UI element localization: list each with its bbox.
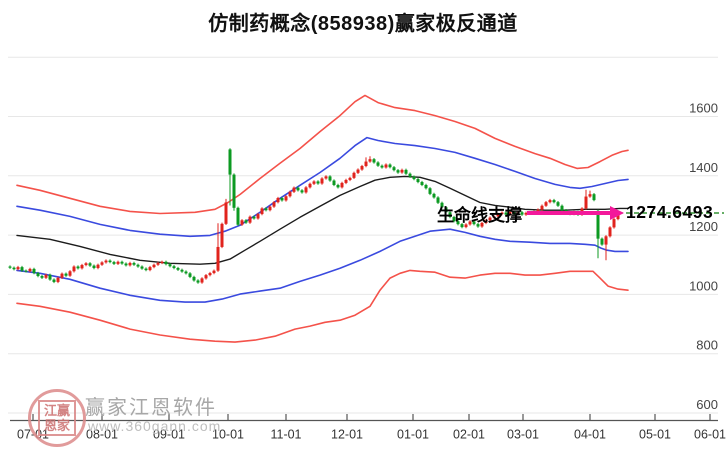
svg-text:1600: 1600 <box>689 101 718 116</box>
svg-text:10-01: 10-01 <box>212 428 244 442</box>
channel-line-upper_rail_blue <box>16 136 629 238</box>
svg-text:09-01: 09-01 <box>153 428 185 442</box>
candlesticks <box>8 148 620 284</box>
svg-text:07-01: 07-01 <box>17 428 49 442</box>
svg-text:04-01: 04-01 <box>574 428 606 442</box>
channel-line-lower_rail_blue <box>16 228 629 303</box>
svg-text:02-01: 02-01 <box>453 428 485 442</box>
svg-text:01-01: 01-01 <box>397 428 429 442</box>
lifeline-highlight-arrow <box>527 205 624 220</box>
svg-text:800: 800 <box>696 338 718 353</box>
svg-text:1200: 1200 <box>689 219 718 234</box>
svg-text:1400: 1400 <box>689 160 718 175</box>
page-title: 仿制药概念(858938)赢家极反通道 <box>208 13 518 35</box>
svg-text:05-01: 05-01 <box>639 428 671 442</box>
x-axis: 07-01 08-01 09-01 10-01 11-01 12-01 01-01 02-01… <box>10 414 726 442</box>
y-axis-labels: 1600 1400 1200 1000 800 600 <box>689 101 718 413</box>
svg-text:08-01: 08-01 <box>86 428 118 442</box>
lifeline-support-annotation: 生命线支撑 <box>437 206 522 225</box>
svg-text:11-01: 11-01 <box>270 428 301 442</box>
channel-line-life_line_black <box>16 175 629 265</box>
channel-line-lower_rail_red <box>16 269 629 343</box>
svg-text:12-01: 12-01 <box>331 428 363 442</box>
channel-line-upper_rail_red <box>16 94 629 215</box>
svg-text:1000: 1000 <box>689 278 718 293</box>
svg-text:600: 600 <box>696 397 718 412</box>
svg-text:03-01: 03-01 <box>507 428 539 442</box>
last-price-label: 1274.6493 <box>626 202 714 222</box>
svg-text:06-01: 06-01 <box>694 428 726 442</box>
